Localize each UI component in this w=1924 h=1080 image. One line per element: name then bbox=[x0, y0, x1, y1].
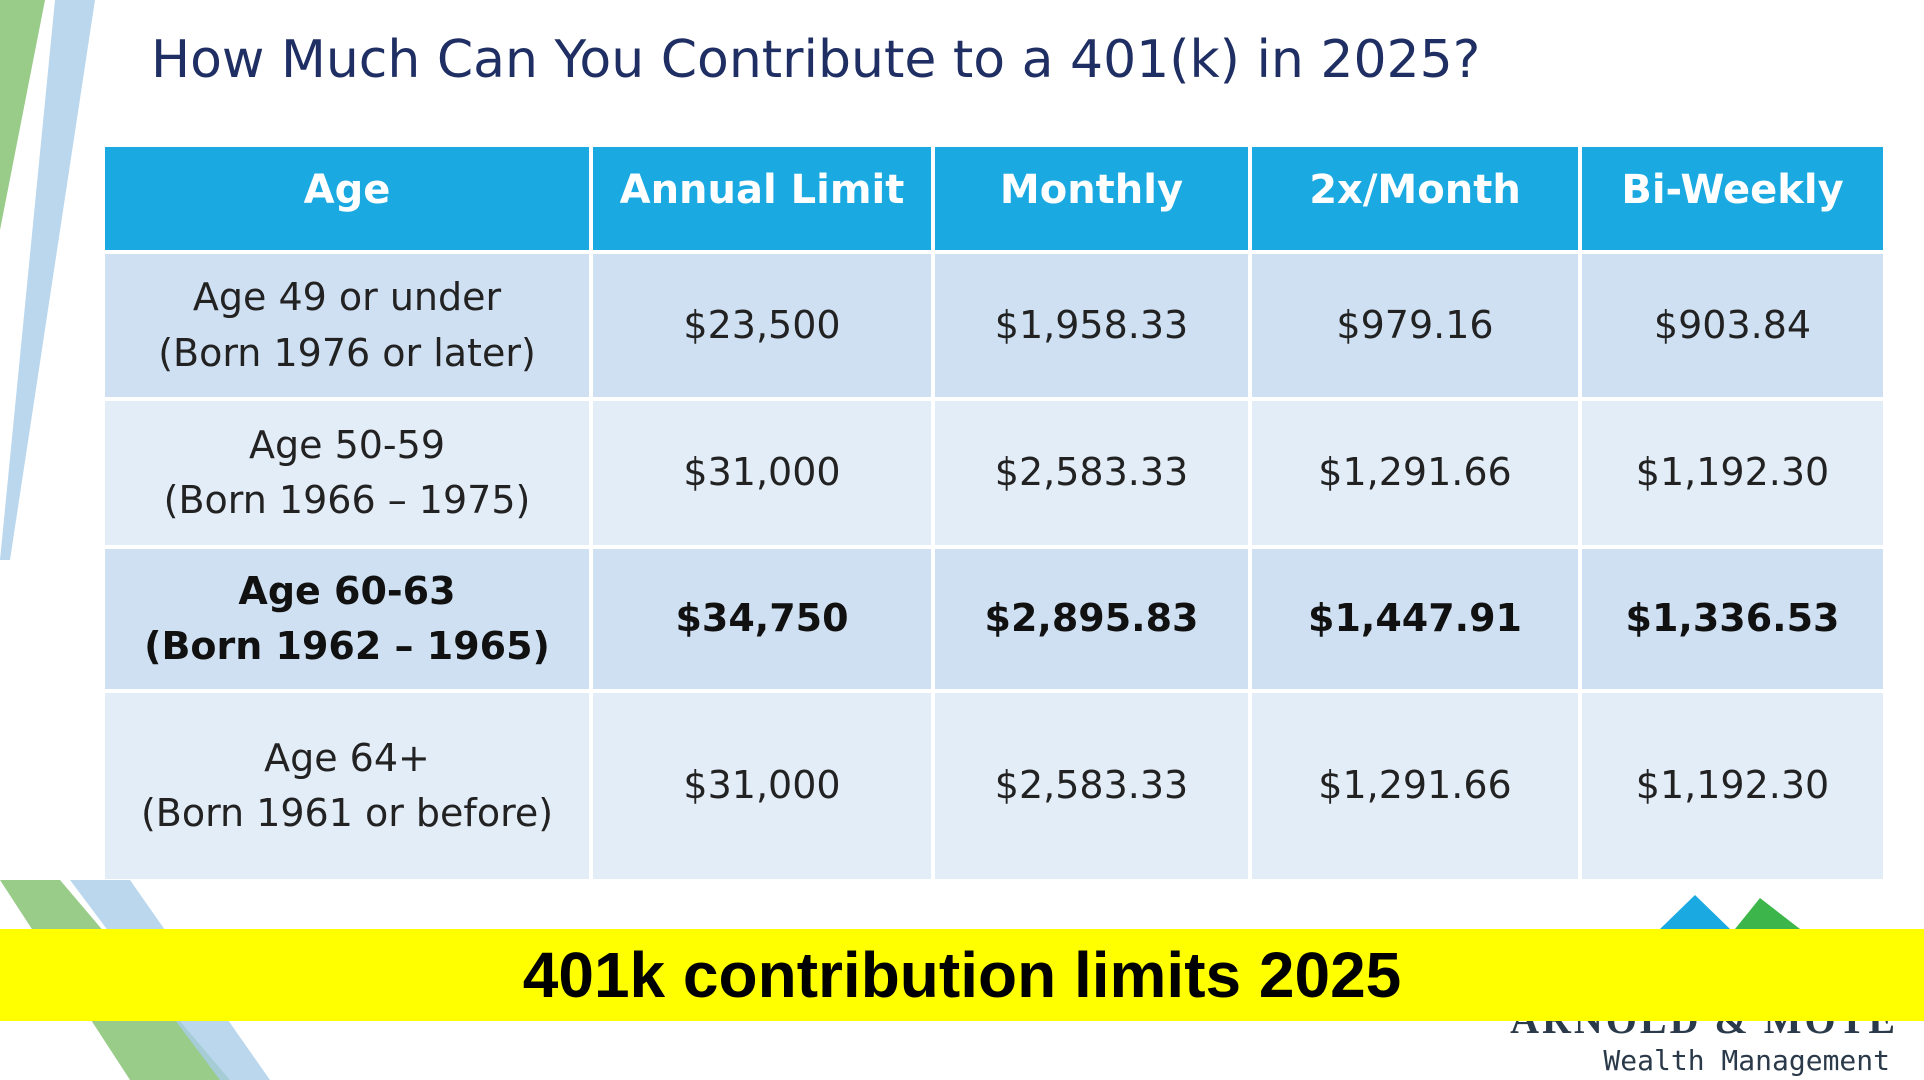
age-line: Age 50-59 bbox=[249, 422, 445, 467]
amount-cell: $1,447.91 bbox=[1252, 549, 1578, 689]
amount-cell: $31,000 bbox=[593, 401, 931, 545]
age-line: Age 49 or under bbox=[192, 275, 502, 320]
amount-cell: $23,500 bbox=[593, 254, 931, 397]
age-line: Age 64+ bbox=[264, 735, 430, 780]
header-cell: Age bbox=[105, 147, 589, 250]
title: How Much Can You Contribute to a 401(k) … bbox=[151, 30, 1481, 90]
amount-cell: $2,583.33 bbox=[935, 693, 1248, 879]
amount-cell: $1,192.30 bbox=[1582, 693, 1883, 879]
amount-cell: $979.16 bbox=[1252, 254, 1578, 397]
tagline: Wealth Management bbox=[1603, 1044, 1890, 1077]
age-line: Age 60-63 bbox=[238, 568, 456, 613]
amount-cell: $1,291.66 bbox=[1252, 693, 1578, 879]
header-cell: Monthly bbox=[935, 147, 1248, 250]
age-line: (Born 1976 or later) bbox=[158, 330, 536, 375]
age-cell: Age 60-63 (Born 1962 – 1965) bbox=[105, 549, 589, 689]
amount-cell: $34,750 bbox=[593, 549, 931, 689]
age-line: (Born 1966 – 1975) bbox=[163, 478, 531, 522]
amount-cell: $2,895.83 bbox=[935, 549, 1248, 689]
table: Age Annual Limit Monthly 2x/Month Bi-Weekly A… bbox=[103, 145, 1885, 881]
amount-cell: $1,336.53 bbox=[1582, 549, 1883, 689]
amount-cell: $1,192.30 bbox=[1582, 401, 1883, 545]
age-cell: Age 64+ (Born 1961 or before) bbox=[105, 693, 589, 879]
banner: 401k contribution limits 2025 bbox=[0, 929, 1924, 1021]
amount-cell: $2,583.33 bbox=[935, 401, 1248, 545]
header-cell: Bi-Weekly bbox=[1582, 147, 1883, 250]
header-cell: Annual Limit bbox=[593, 147, 931, 250]
age-cell: Age 50-59 (Born 1966 – 1975) bbox=[105, 401, 589, 545]
header-cell: 2x/Month bbox=[1252, 147, 1578, 250]
age-line: (Born 1961 or before) bbox=[140, 791, 554, 835]
amount-cell: $903.84 bbox=[1582, 254, 1883, 397]
banner-text: 401k contribution limits 2025 bbox=[522, 939, 1402, 1011]
amount-cell: $31,000 bbox=[593, 693, 931, 879]
amount-cell: $1,958.33 bbox=[935, 254, 1248, 397]
age-line: (Born 1962 – 1965) bbox=[144, 624, 550, 668]
age-cell: Age 49 or under (Born 1976 or later) bbox=[105, 254, 589, 397]
amount-cell: $1,291.66 bbox=[1252, 401, 1578, 545]
